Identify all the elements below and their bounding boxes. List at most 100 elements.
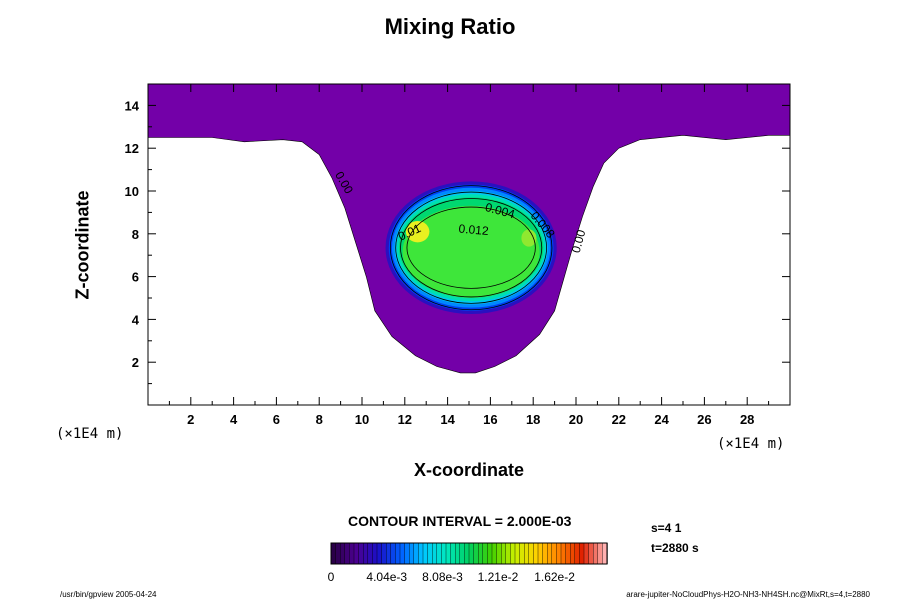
colorbar-cell (418, 542, 424, 565)
colorbar-cell (487, 542, 493, 565)
colorbar-cell (349, 542, 355, 565)
colorbar-cell (510, 542, 516, 565)
colorbar-cell (422, 542, 429, 565)
x-axis-label: X-coordinate (413, 460, 524, 480)
colorbar-cell (464, 542, 470, 565)
y-axis-label: Z-coordinate (72, 190, 93, 300)
colorbar-cell (533, 542, 539, 565)
colorbar-cell (409, 542, 415, 565)
colorbar-cell (579, 542, 585, 565)
colorbar-cell (445, 542, 452, 565)
colorbar-cell (404, 542, 410, 565)
colorbar-cell (340, 542, 346, 565)
colorbar-cell (390, 542, 397, 565)
colorbar-cell (524, 542, 530, 565)
x-tick-label: 24 (654, 412, 669, 427)
time-label: t=2880 s (651, 541, 699, 555)
colorbar-cell (455, 542, 461, 565)
x-tick-label: 12 (398, 412, 412, 427)
footer-left: /usr/bin/gpview 2005-04-24 (60, 590, 157, 599)
colorbar-frame (330, 542, 608, 565)
colorbar-cell (478, 542, 484, 565)
x-tick-label: 6 (273, 412, 280, 427)
x-tick-label: 16 (483, 412, 497, 427)
contour-zero (148, 135, 790, 374)
x-tick-label: 8 (316, 412, 323, 427)
x-tick-label: 28 (740, 412, 754, 427)
colorbar-cell (381, 542, 387, 565)
y-tick-label: 2 (132, 355, 139, 370)
contour-ring-0 (389, 185, 553, 311)
colorbar-cell (335, 542, 341, 565)
colorbar-cell (450, 542, 456, 565)
colorbar-cell (583, 542, 590, 565)
colorbar-cell (496, 542, 502, 565)
plume-maximum (405, 220, 430, 243)
colorbar-cell (542, 542, 548, 565)
colorbar-cell (491, 542, 498, 565)
x-tick-label: 26 (697, 412, 711, 427)
colorbar-label: 1.62e-2 (534, 570, 575, 584)
colorbar-cell (367, 542, 374, 565)
colorbar-cell (358, 542, 364, 565)
colorbar-cell (413, 542, 420, 565)
y-unit-label: (×1E4 m) (56, 426, 124, 442)
colorbar-label: 4.04e-3 (366, 570, 407, 584)
contour-label: 0.012 (458, 222, 489, 239)
colorbar-cell (537, 542, 544, 565)
colorbar-cell (459, 542, 466, 565)
colorbar-label: 0 (328, 570, 335, 584)
colorbar-cell (574, 542, 581, 565)
y-tick-label: 4 (132, 312, 140, 327)
colorbar-cell (565, 542, 571, 565)
contour-label: 0.00 (569, 228, 589, 254)
colorbar-cell (588, 542, 594, 565)
x-tick-label: 14 (440, 412, 455, 427)
plume-secondary-maximum (521, 229, 537, 247)
footer-right: arare-jupiter-NoCloudPhys-H2O-NH3-NH4SH.… (626, 590, 870, 599)
x-unit-label: (×1E4 m) (717, 436, 785, 452)
x-tick-label: 4 (230, 412, 238, 427)
y-tick-label: 10 (125, 184, 139, 199)
colorbar-cell (372, 542, 378, 565)
colorbar-cell (501, 542, 507, 565)
colorbar-cell (593, 542, 599, 565)
colorbar-label: 8.08e-3 (422, 570, 463, 584)
y-tick-label: 8 (132, 227, 139, 242)
contour-ring-1 (395, 191, 547, 304)
colorbar-cell (376, 542, 383, 565)
x-tick-label: 22 (612, 412, 626, 427)
colorbar-label: 1.21e-2 (478, 570, 519, 584)
colorbar-cell (432, 542, 438, 565)
colorbar-cell (344, 542, 351, 565)
colorbar-cell (547, 542, 553, 565)
colorbar-cell (597, 542, 604, 565)
colorbar-cell (505, 542, 512, 565)
colorbar: 0 4.04e-3 8.08e-3 1.21e-2 1.62e-2 (328, 542, 608, 584)
colorbar-cell (473, 542, 479, 565)
colorbar-cell (436, 542, 443, 565)
colorbar-cell (551, 542, 558, 565)
chart-title: Mixing Ratio (384, 14, 516, 39)
x-tick-label: 10 (355, 412, 369, 427)
colorbar-cell (468, 542, 475, 565)
colorbar-cell (330, 542, 337, 565)
colorbar-cell (353, 542, 360, 565)
contour-ring-3 (406, 206, 536, 289)
colorbar-cell (528, 542, 535, 565)
colorbar-cell (399, 542, 406, 565)
colorbar-cell (514, 542, 521, 565)
colorbar-cell (570, 542, 576, 565)
step-label: s=4 1 (651, 521, 682, 535)
y-tick-label: 6 (132, 270, 139, 285)
x-tick-label: 20 (569, 412, 583, 427)
plume-core (402, 205, 540, 298)
colorbar-cell (386, 542, 392, 565)
colorbar-cell (556, 542, 562, 565)
colorbar-cell (395, 542, 401, 565)
contour-ring-2 (400, 198, 543, 298)
colorbar-cell (519, 542, 525, 565)
x-tick-label: 18 (526, 412, 540, 427)
